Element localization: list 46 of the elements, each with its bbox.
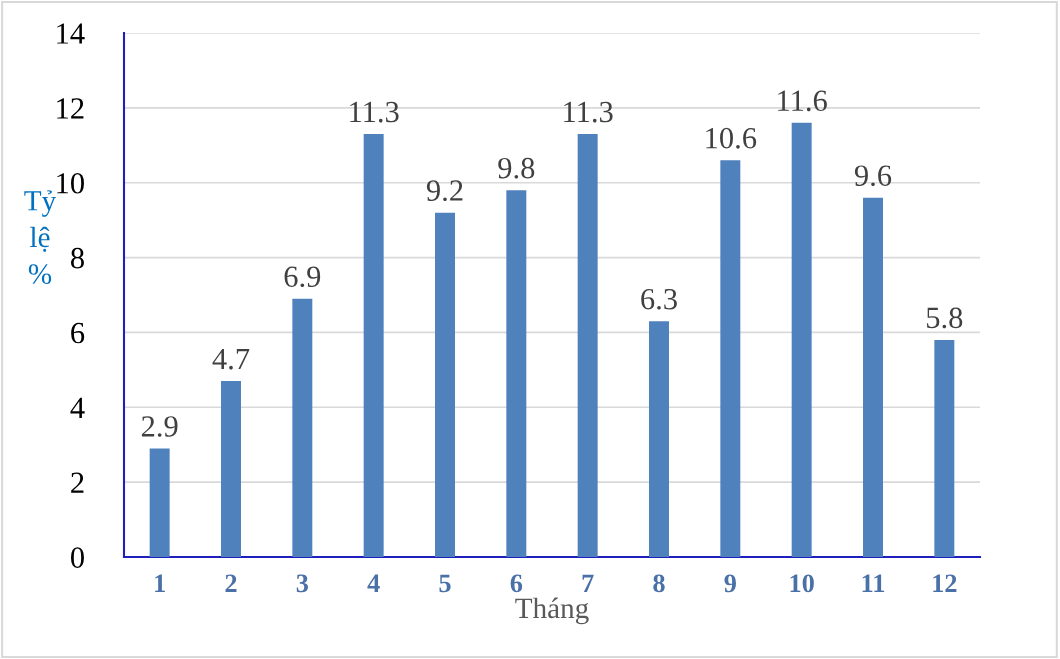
bar	[934, 339, 955, 557]
data-label: 9.6	[854, 165, 892, 187]
y-tick-label: 14	[57, 23, 85, 44]
bar	[791, 122, 812, 557]
data-label: 9.8	[498, 157, 535, 179]
bar	[292, 298, 313, 557]
x-axis-title: Tháng	[515, 597, 589, 625]
y-tick-label: 10	[57, 173, 84, 194]
y-tick-label: 2	[71, 472, 84, 493]
data-label: 4.7	[212, 348, 250, 370]
data-label: 11.6	[778, 90, 827, 112]
x-tick-label: 4	[367, 574, 380, 592]
bar	[577, 134, 598, 557]
data-label: 6.3	[641, 288, 677, 310]
x-tick-label: 10	[790, 574, 814, 593]
bar	[363, 134, 384, 557]
y-tick-label: 12	[57, 98, 84, 119]
y-tick-label: 8	[71, 247, 84, 269]
data-label: 9.2	[426, 180, 463, 202]
x-tick-label: 6	[510, 574, 523, 593]
bar	[435, 212, 455, 557]
data-label: 2.9	[141, 416, 178, 437]
y-axis-title: Tỷ lệ %	[24, 190, 57, 284]
x-tick-label: 8	[653, 574, 665, 593]
bar	[720, 160, 741, 557]
data-label: 6.9	[284, 266, 321, 288]
data-label: 5.8	[927, 307, 963, 329]
y-tick-label: 4	[70, 397, 85, 418]
bar	[863, 197, 883, 557]
x-tick-label: 1	[155, 574, 165, 592]
y-tick-label: 0	[71, 547, 84, 568]
x-tick-label: 9	[724, 574, 736, 593]
data-label: 11.3	[350, 101, 399, 123]
data-label: 10.6	[706, 127, 757, 149]
x-tick-label: 11	[862, 574, 885, 592]
x-tick-label: 7	[582, 574, 594, 592]
bar	[649, 321, 669, 557]
x-tick-label: 5	[439, 574, 451, 593]
x-tick-label: 12	[933, 574, 957, 592]
x-tick-label: 3	[296, 574, 309, 593]
bar	[506, 190, 527, 557]
x-tick-label: 2	[225, 574, 237, 592]
bar	[149, 448, 170, 557]
data-label: 11.3	[564, 101, 613, 123]
y-tick-label: 6	[71, 322, 85, 344]
bar	[221, 381, 241, 557]
